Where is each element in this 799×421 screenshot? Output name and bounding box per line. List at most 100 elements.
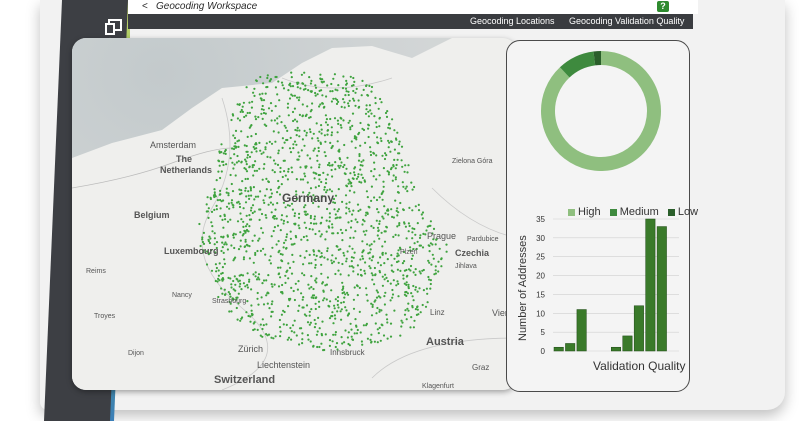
geocoded-point [232,232,235,235]
geocoded-point [336,89,339,92]
geocoded-point [352,256,355,259]
geocoded-point [298,212,301,215]
geocoded-point [396,252,399,255]
geocoded-point [303,172,306,175]
geocoded-point [303,221,306,224]
geocoded-point [294,282,297,285]
geocoded-point [280,291,283,294]
map-label: Innsbruck [330,348,365,357]
geocoded-point [330,259,333,262]
geocoded-point [365,84,368,87]
geocoded-point [421,246,425,249]
back-button[interactable]: < [142,1,148,12]
geocoded-point [297,216,301,219]
geocoded-point [246,153,249,157]
geocoded-point [396,131,399,134]
map-label: Reims [86,268,106,275]
map-label: Amsterdam [150,140,197,150]
geocoded-point [294,128,297,132]
geocoded-point [266,302,269,305]
geocoded-point [370,302,373,305]
copy-window-icon[interactable] [103,17,125,39]
geocoded-point [333,208,336,211]
geocoded-point [226,235,229,238]
geocoded-point [312,294,316,297]
geocoded-point [259,75,262,79]
geocoded-point [320,80,323,83]
geocoded-point [313,326,316,329]
geocoded-point [236,103,239,106]
geocoded-point [384,252,387,255]
geocoded-point [375,198,379,202]
tab-geocoding-validation-quality[interactable]: Geocoding Validation Quality [569,16,685,26]
geocoded-point [370,185,373,188]
geocoded-point [445,250,448,253]
map-panel[interactable]: Amsterdam The Netherlands Belgium Luxemb… [72,38,517,390]
geocoded-point [328,164,331,167]
geocoded-point [410,316,413,319]
geocoded-point [304,84,307,87]
geocoded-point [331,175,334,178]
geocoded-point [239,231,242,234]
geocoded-point [373,196,376,199]
geocoded-point [240,189,243,192]
geocoded-point [249,209,253,212]
geocoded-point [320,332,323,336]
geocoded-point [266,291,269,294]
geocoded-point [298,227,301,230]
geocoded-point [293,118,297,121]
geocoded-point [250,288,253,291]
geocoded-point [333,314,336,317]
geocoded-point [237,160,240,163]
geocoded-point [411,231,414,234]
geocoded-point [329,90,332,93]
geocoded-point [437,260,440,263]
geocoded-point [260,212,264,216]
geocoded-point [369,153,373,157]
geocoded-point [411,237,414,240]
geocoded-point [312,132,315,135]
geocoded-point [293,107,296,110]
geocoded-point [287,277,290,280]
geocoded-point [205,263,209,266]
geocoded-point [248,214,251,217]
geocoded-point [310,166,313,169]
help-button[interactable]: ? [657,1,669,12]
geocoded-point [202,249,205,252]
geocoded-point [394,233,397,236]
geocoded-point [440,257,443,260]
geocoded-point [220,170,223,173]
geocoded-point [386,110,389,113]
geocoded-point [366,93,369,97]
geocoded-point [290,76,293,79]
geocoded-point [286,221,289,224]
geocoded-point [376,234,379,237]
tab-geocoding-locations[interactable]: Geocoding Locations [470,16,555,26]
geocoded-point [309,321,312,324]
geocoded-point [288,147,292,150]
geocoded-point [240,288,243,291]
geocoded-point [246,135,249,138]
geocoded-point [233,257,236,260]
geocoded-point [306,213,309,216]
geocoded-point [343,163,346,167]
geocoded-point [407,222,410,225]
geocoded-point [277,179,280,183]
geocoded-point [265,279,268,282]
geocoded-point [362,230,365,233]
geocoded-point [334,168,337,171]
geocoded-point [390,269,393,272]
geocoded-point [391,215,394,218]
geocoded-point [209,237,212,240]
geocoded-point [401,181,404,184]
y-tick-label: 20 [536,272,545,281]
geocoded-point [318,166,321,169]
geocoded-point [356,273,360,276]
geocoded-point [332,97,335,100]
geocoded-point [297,151,300,154]
geocoded-point [282,159,285,162]
map-label: Zielona Góra [452,158,493,165]
geocoded-point [306,321,310,324]
geocoded-point [374,274,377,277]
geocoded-point [314,302,317,305]
